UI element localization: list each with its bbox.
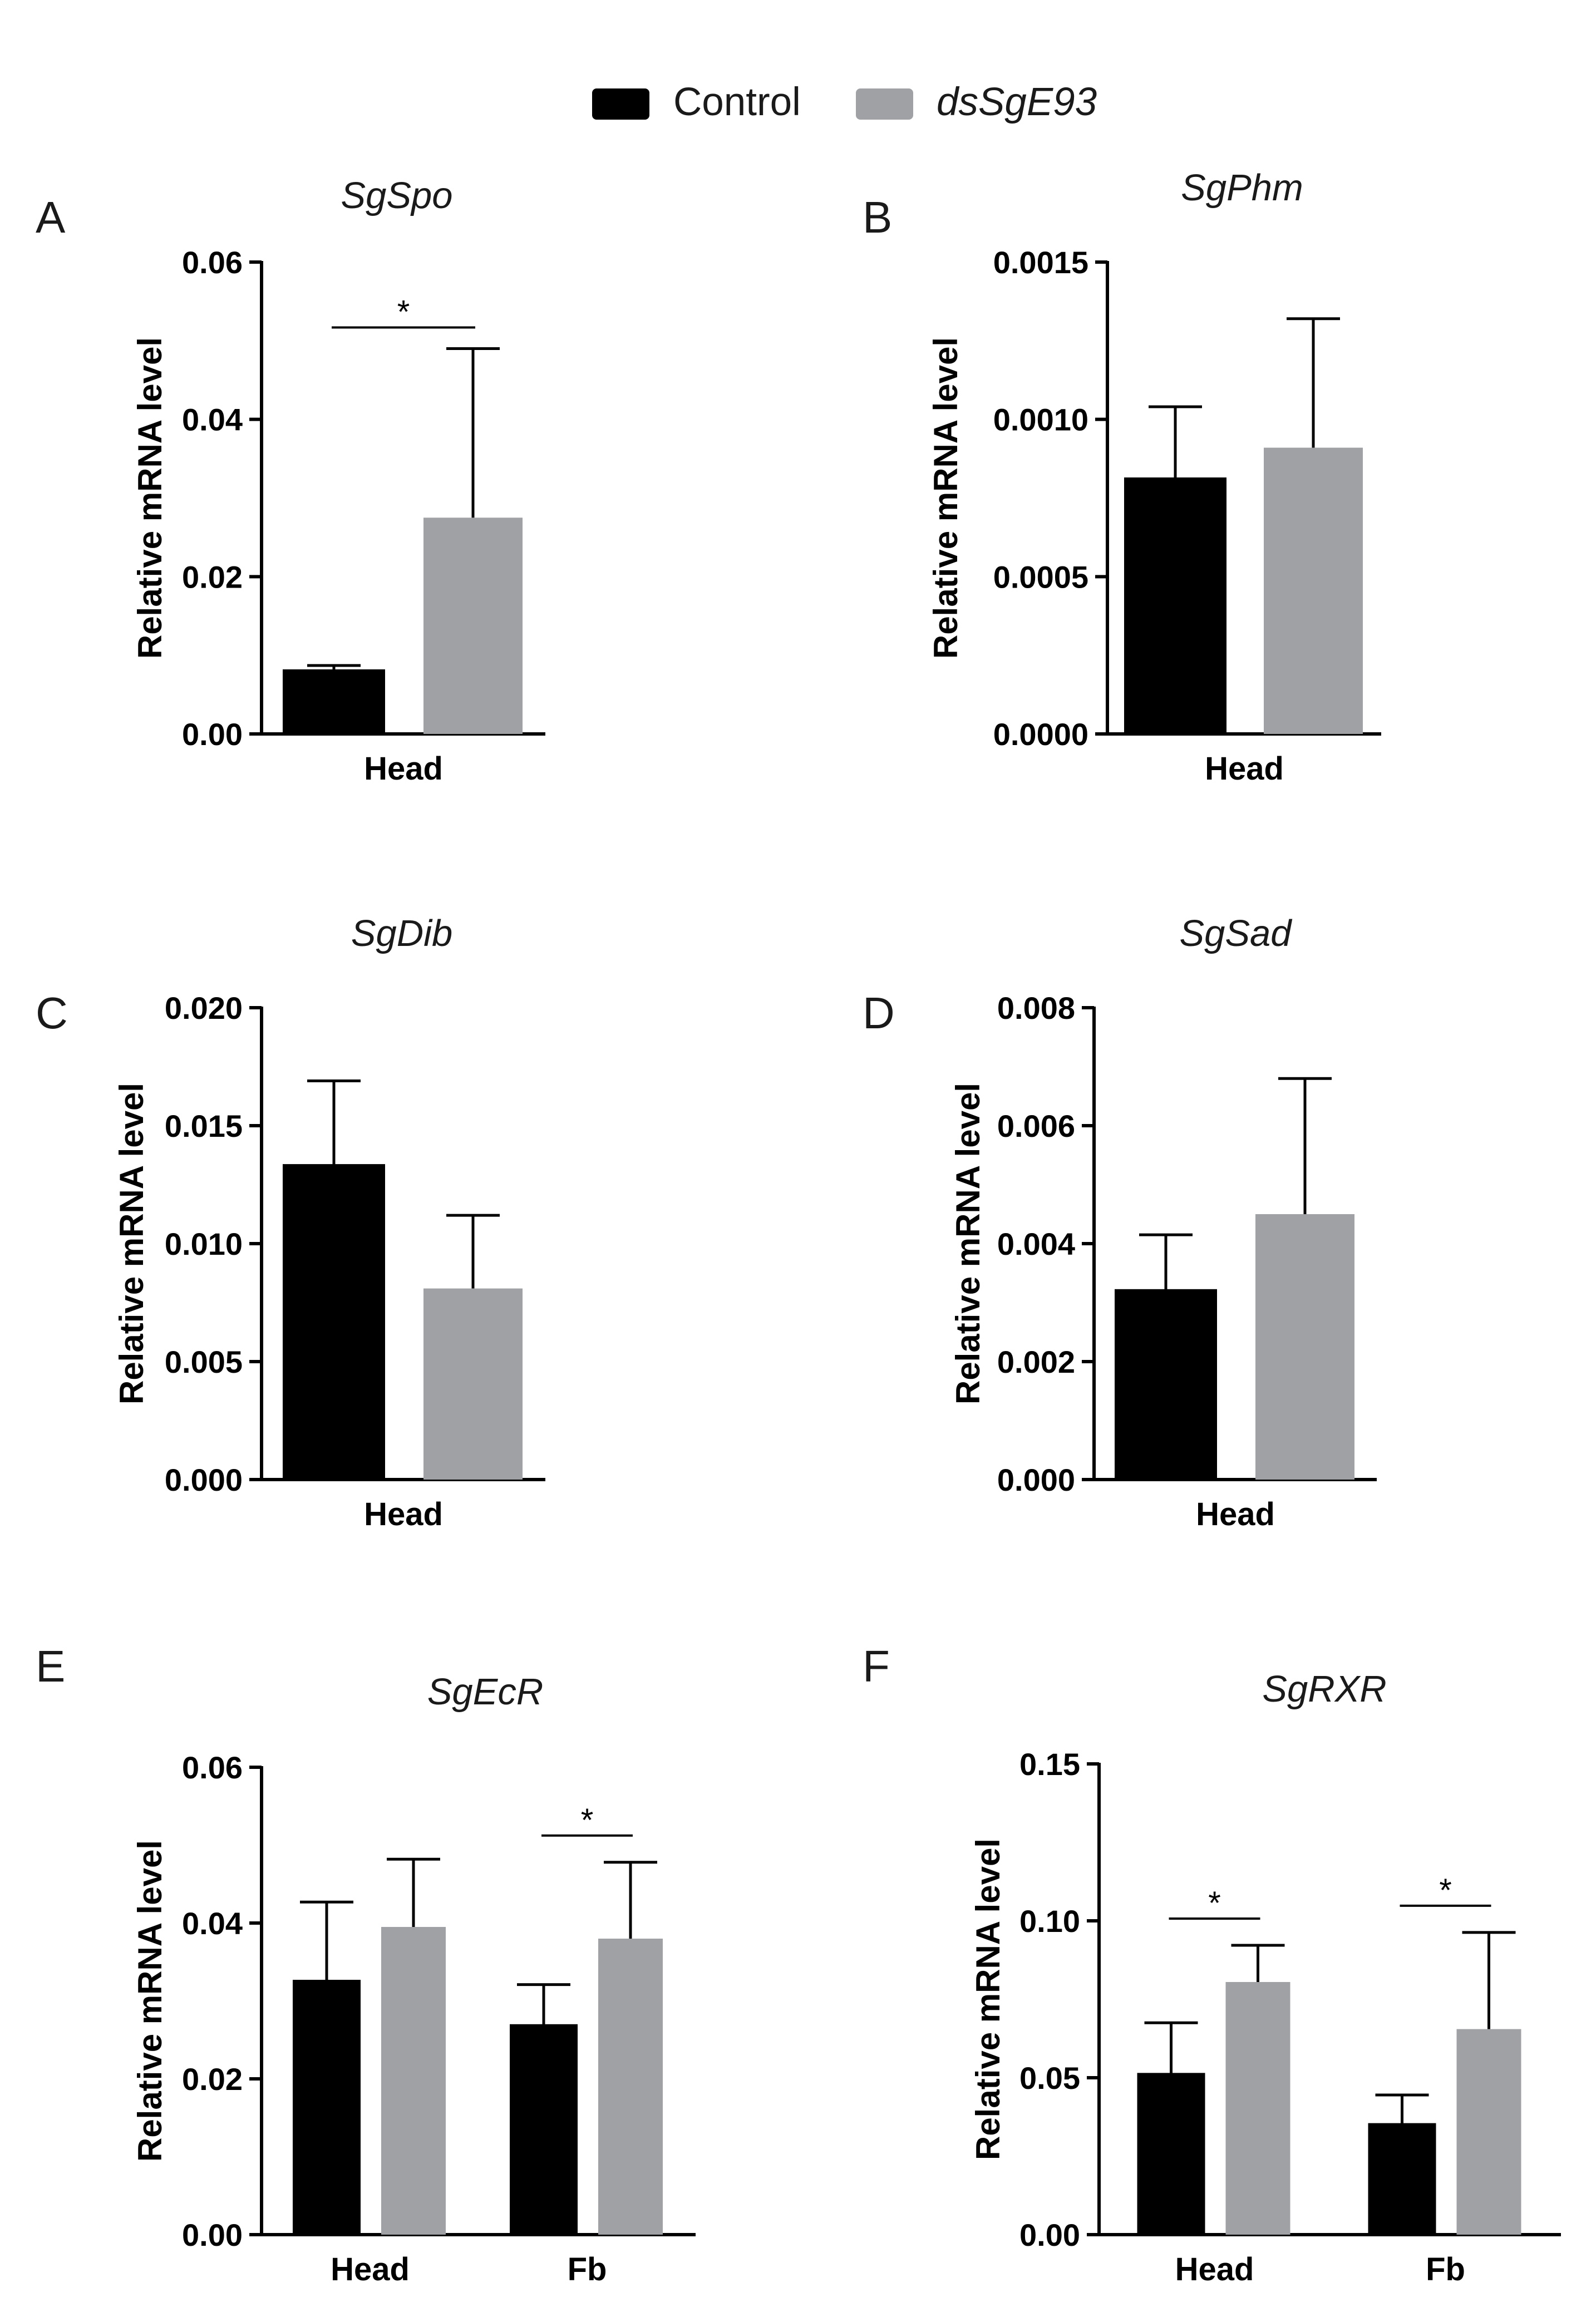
- y-axis-label-e: Relative mRNA level: [131, 1840, 169, 2162]
- panel-letter-d: D: [863, 988, 895, 1038]
- chart-panel-d: SgSad Relative mRNA level 0.000 0.002 0.004 0…: [949, 913, 1377, 1532]
- y-tick-label-b: 0.0015: [993, 245, 1088, 280]
- y-tick-label-f: 0.15: [1019, 1747, 1080, 1782]
- significance-star-f: *: [1439, 1872, 1452, 1909]
- y-tick-label-e: 0.00: [182, 2217, 243, 2252]
- bar-c-head-control: [283, 1164, 385, 1482]
- y-tick-label-d: 0.002: [997, 1344, 1075, 1379]
- legend-swatch-dssge93: [856, 88, 913, 120]
- chart-title-e: SgEcR: [427, 1671, 544, 1713]
- y-tick-label-a: 0.04: [182, 402, 243, 437]
- x-category-label-e: Fb: [568, 2251, 607, 2288]
- bar-a-head-control: [283, 669, 385, 736]
- y-tick-label-a: 0.06: [182, 245, 243, 280]
- x-category-label-b: Head: [1205, 751, 1284, 787]
- y-tick-label-d: 0.004: [997, 1226, 1075, 1261]
- y-tick-label-c: 0.000: [165, 1462, 243, 1497]
- y-axis-label-c: Relative mRNA level: [113, 1083, 150, 1404]
- bar-d-head-dssge93: [1255, 1214, 1354, 1480]
- bar-f-fb-control: [1368, 2123, 1436, 2237]
- y-tick-label-a: 0.02: [182, 559, 243, 594]
- y-axis-label-d: Relative mRNA level: [949, 1083, 987, 1404]
- x-category-label-f: Fb: [1426, 2251, 1465, 2288]
- y-tick-label-c: 0.010: [165, 1226, 243, 1261]
- x-category-label-e: Head: [331, 2251, 410, 2288]
- y-axis-label-a: Relative mRNA level: [131, 337, 169, 659]
- x-category-label-d: Head: [1196, 1496, 1275, 1532]
- y-tick-label-a: 0.00: [182, 717, 243, 752]
- x-category-label-c: Head: [364, 1496, 443, 1532]
- y-tick-label-d: 0.008: [997, 990, 1075, 1026]
- y-tick-label-b: 0.0000: [993, 717, 1088, 752]
- bar-a-head-dssge93: [423, 517, 523, 734]
- bar-e-head-control: [293, 1980, 361, 2236]
- chart-title-c: SgDib: [351, 913, 452, 954]
- bar-f-fb-dssge93: [1456, 2029, 1521, 2235]
- panel-letter-a: A: [36, 193, 66, 242]
- panel-letter-c: C: [36, 988, 68, 1038]
- chart-panel-f: SgRXR Relative mRNA level 0.00 0.05 0.10 0.15…: [969, 1668, 1561, 2288]
- bar-c-head-dssge93: [423, 1288, 523, 1480]
- legend-label-control: Control: [673, 80, 801, 124]
- bar-f-head-control: [1137, 2073, 1205, 2237]
- chart-panel-a: SgSpo Relative mRNA level 0.00 0.02 0.04 0.06…: [131, 175, 545, 787]
- chart-panel-b: SgPhm Relative mRNA level 0.0000 0.0005 0.00…: [927, 167, 1381, 787]
- chart-title-d: SgSad: [1179, 913, 1293, 954]
- legend-label-dssge93: dsSgE93: [937, 80, 1097, 124]
- y-tick-label-d: 0.000: [997, 1462, 1075, 1497]
- bar-d-head-control: [1115, 1289, 1217, 1482]
- y-tick-label-f: 0.10: [1019, 1904, 1080, 1939]
- y-tick-label-c: 0.015: [165, 1108, 243, 1143]
- x-category-label-f: Head: [1175, 2251, 1254, 2288]
- y-tick-label-f: 0.05: [1019, 2060, 1080, 2096]
- bar-f-head-dssge93: [1225, 1981, 1290, 2235]
- bar-b-head-dssge93: [1264, 447, 1363, 734]
- y-tick-label-b: 0.0005: [993, 559, 1088, 594]
- chart-panel-c: SgDib Relative mRNA level 0.000 0.005 0.010 0…: [113, 913, 545, 1532]
- y-tick-label-d: 0.006: [997, 1108, 1075, 1143]
- y-tick-label-b: 0.0010: [993, 402, 1088, 437]
- bar-e-fb-control: [510, 2024, 578, 2237]
- y-tick-label-f: 0.00: [1019, 2217, 1080, 2252]
- y-tick-label-e: 0.06: [182, 1750, 243, 1785]
- chart-title-b: SgPhm: [1181, 167, 1303, 209]
- y-tick-label-c: 0.005: [165, 1344, 243, 1379]
- y-tick-label-e: 0.04: [182, 1906, 243, 1941]
- y-axis-label-f: Relative mRNA level: [969, 1838, 1007, 2160]
- panel-letter-e: E: [36, 1641, 65, 1691]
- y-tick-label-e: 0.02: [182, 2062, 243, 2097]
- significance-star-a: *: [397, 294, 410, 330]
- bar-b-head-control: [1124, 477, 1226, 736]
- bar-e-fb-dssge93: [598, 1939, 663, 2235]
- panel-letter-b: B: [863, 193, 892, 242]
- y-axis-label-b: Relative mRNA level: [927, 337, 964, 659]
- significance-star-e: *: [581, 1802, 594, 1838]
- chart-title-f: SgRXR: [1262, 1668, 1386, 1710]
- significance-star-f: *: [1208, 1885, 1221, 1921]
- bar-e-head-dssge93: [381, 1927, 446, 2235]
- charts: SgSpo Relative mRNA level 0.00 0.02 0.04 0.06…: [113, 167, 1561, 2288]
- legend: Control dsSgE93: [592, 80, 1097, 124]
- panel-letter-f: F: [863, 1641, 890, 1691]
- chart-title-a: SgSpo: [341, 175, 452, 216]
- y-tick-label-c: 0.020: [165, 990, 243, 1026]
- x-category-label-a: Head: [364, 751, 443, 787]
- legend-swatch-control: [592, 88, 649, 120]
- chart-panel-e: SgEcR Relative mRNA level 0.00 0.02 0.04 0.06…: [131, 1671, 696, 2288]
